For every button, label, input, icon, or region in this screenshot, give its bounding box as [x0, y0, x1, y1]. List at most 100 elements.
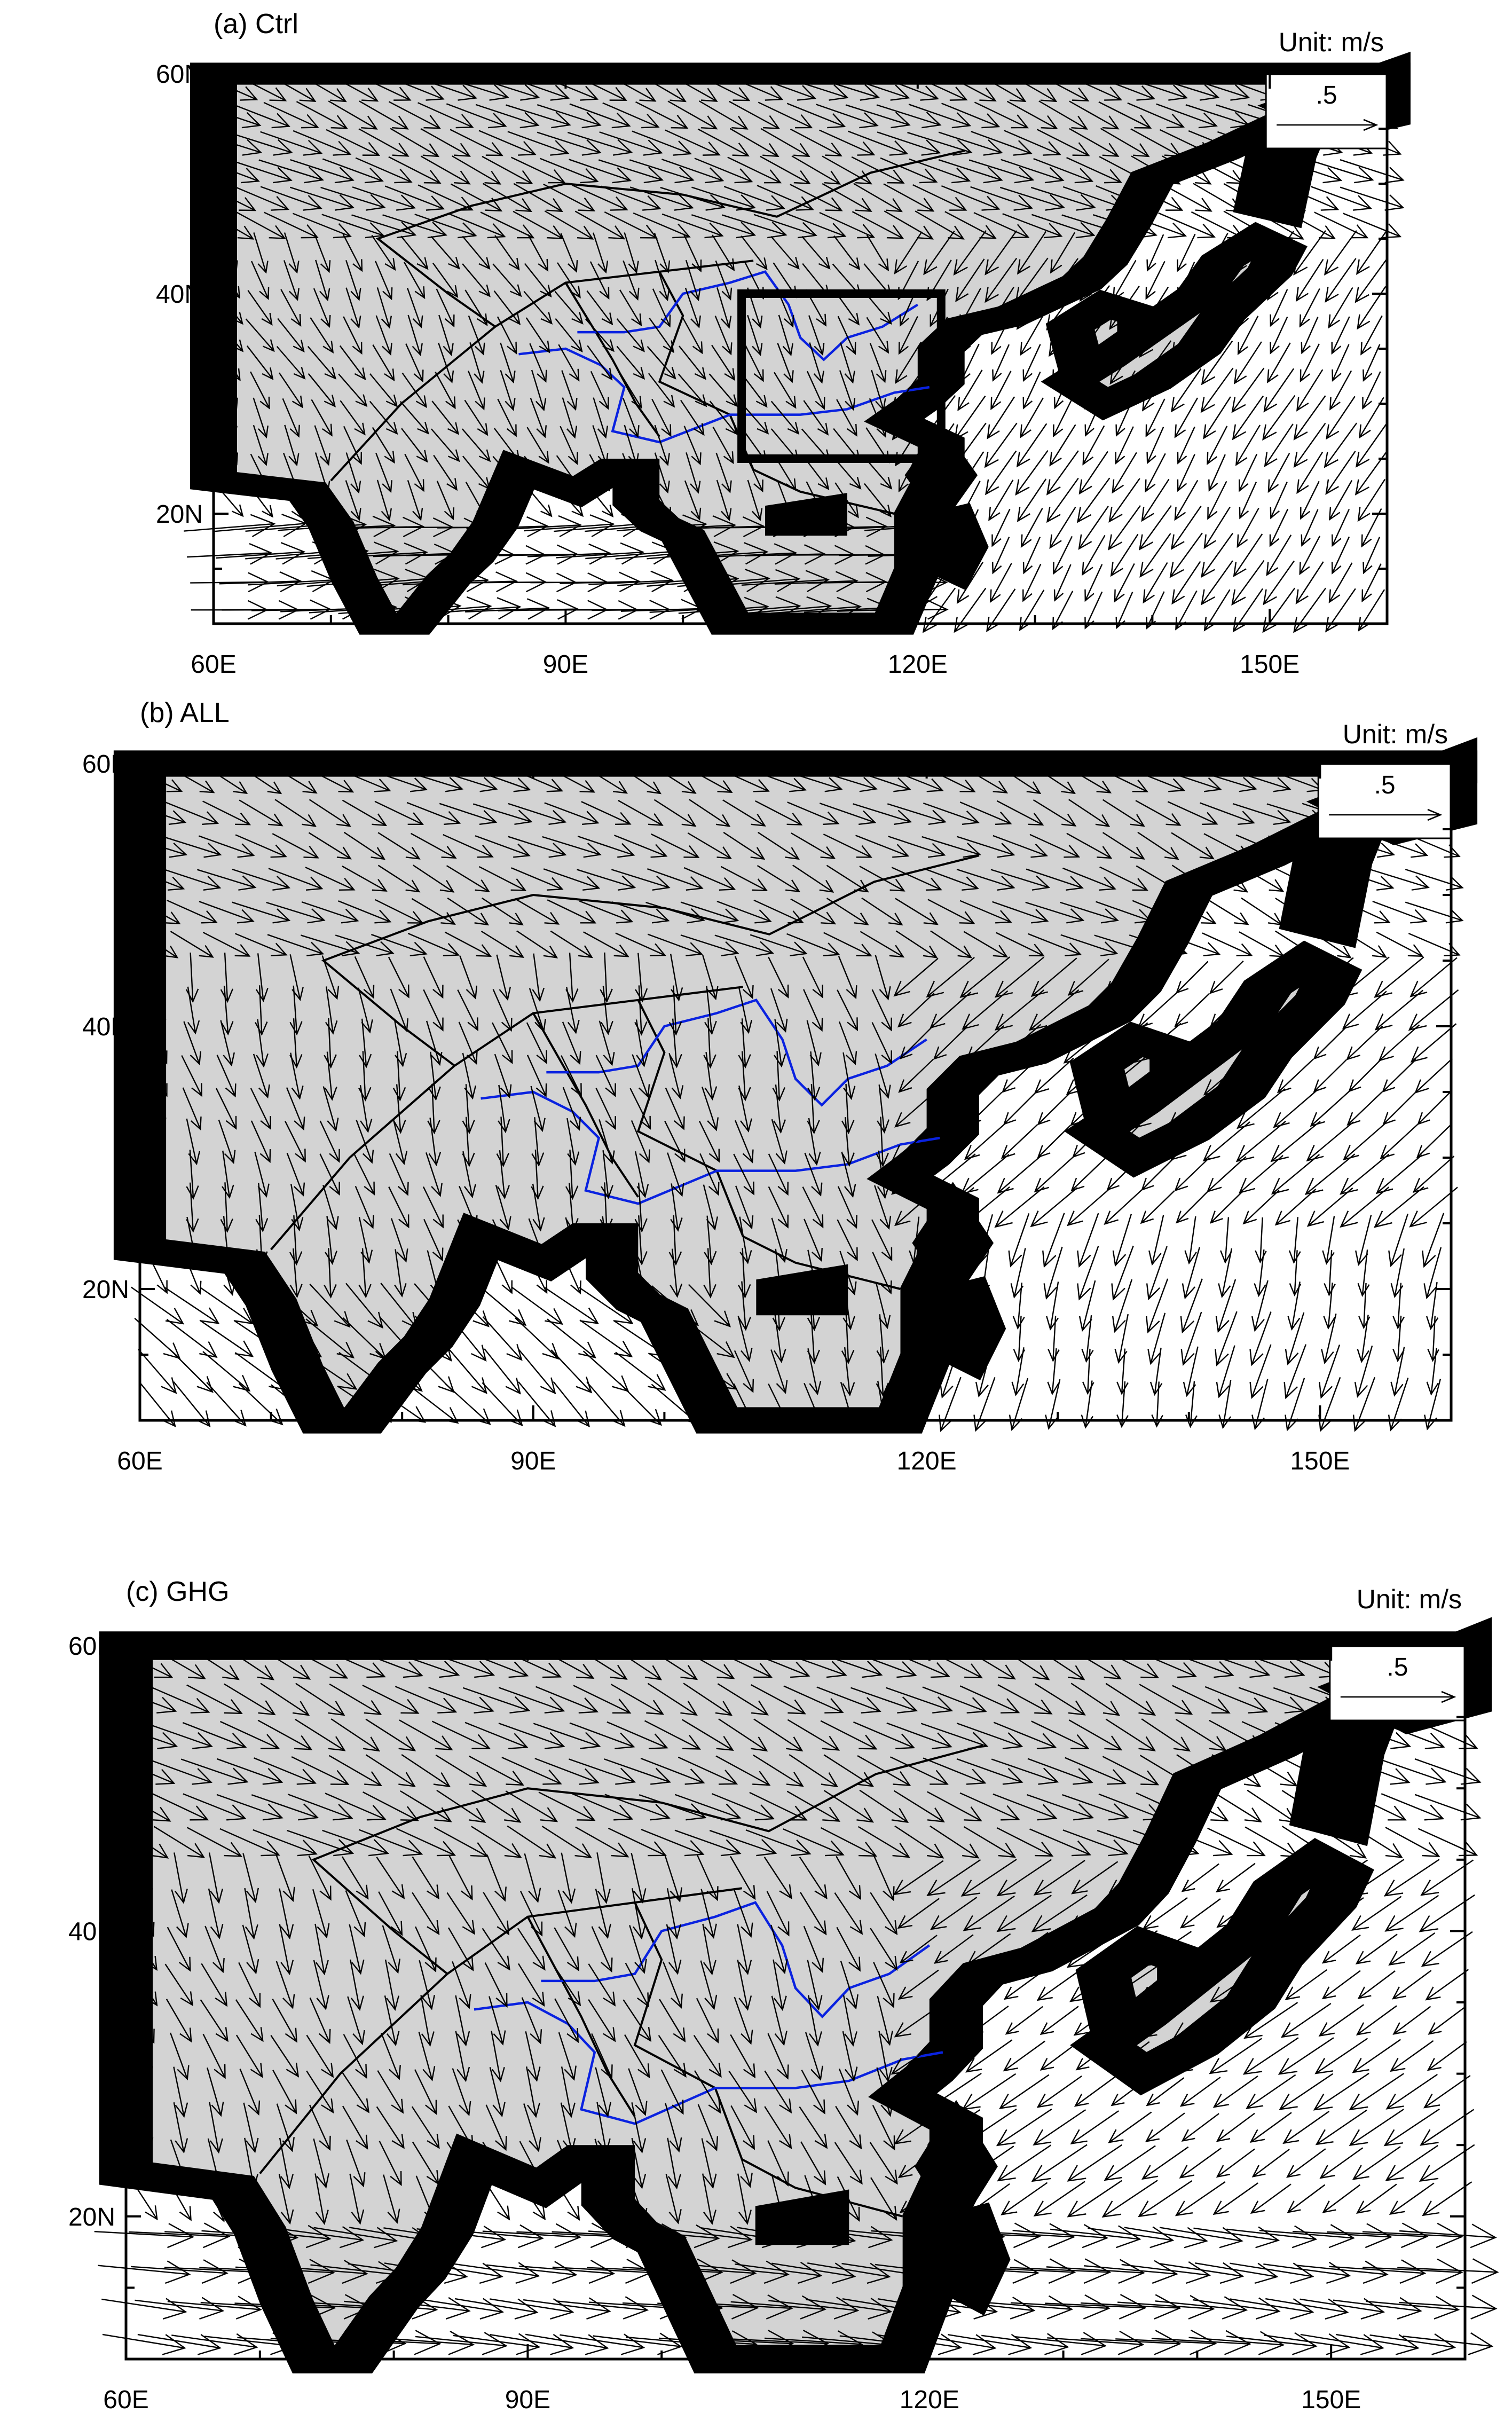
wind-arrow	[684, 480, 702, 521]
wind-arrow	[462, 263, 491, 297]
wind-arrow	[1177, 261, 1195, 300]
wind-arrow	[1138, 1123, 1177, 1159]
wind-arrow	[507, 1825, 557, 1859]
wind-arrow	[964, 1122, 1006, 1160]
wind-arrow	[1239, 289, 1257, 327]
wind-arrow	[412, 2141, 439, 2186]
wind-arrow	[471, 1789, 522, 1823]
wind-arrow	[1112, 1279, 1133, 1333]
wind-arrow	[1412, 1156, 1455, 1193]
wind-arrow	[520, 1891, 543, 1937]
wind-arrow	[337, 569, 431, 593]
wind-arrow	[806, 371, 825, 410]
wind-arrow	[255, 1183, 269, 1232]
wind-arrow	[415, 1926, 437, 1973]
wind-arrow	[1357, 478, 1386, 522]
wind-arrow	[381, 2297, 471, 2320]
panel-title: (a) Ctrl	[214, 9, 298, 40]
wind-arrow	[372, 427, 395, 464]
wind-arrow	[737, 1959, 752, 2011]
wind-arrow	[592, 425, 609, 466]
wind-arrow	[401, 1754, 451, 1788]
country-border	[565, 282, 659, 436]
wind-arrow	[338, 768, 391, 792]
wind-arrow	[1022, 536, 1041, 575]
wind-arrow	[399, 596, 492, 620]
wind-arrow	[342, 234, 363, 272]
wind-arrow	[1011, 1347, 1025, 1396]
wind-arrow	[718, 1718, 768, 1752]
wind-arrow	[220, 370, 238, 411]
wind-arrow	[1310, 930, 1352, 958]
wind-arrow	[784, 770, 843, 792]
wind-arrow	[771, 596, 862, 620]
wind-arrow	[136, 930, 179, 958]
wind-arrow	[204, 1925, 225, 1974]
wind-arrow	[971, 131, 1033, 156]
wind-arrow	[342, 1317, 387, 1360]
wind-arrow	[667, 100, 718, 130]
wind-arrow	[601, 1150, 613, 1199]
wind-arrow	[414, 2069, 437, 2115]
wind-arrow	[382, 214, 448, 239]
wind-arrow	[567, 131, 633, 156]
wind-arrow	[598, 1251, 616, 1296]
wind-arrow	[594, 2139, 612, 2189]
wind-arrow	[275, 541, 369, 565]
wind-arrow	[134, 898, 181, 924]
wind-arrow	[659, 1999, 686, 2043]
wind-arrow	[1068, 799, 1111, 827]
wind-arrow	[350, 1959, 364, 2011]
wind-arrow	[647, 868, 704, 891]
wind-arrow	[268, 868, 324, 891]
wind-arrow	[507, 131, 570, 156]
wind-arrow	[199, 901, 255, 924]
wind-arrow	[569, 103, 631, 129]
x-tick-label: 120E	[897, 1447, 957, 1475]
wind-arrow	[791, 155, 841, 185]
wind-arrow	[1125, 213, 1187, 239]
wind-arrow	[216, 542, 306, 565]
wind-arrow	[322, 1829, 389, 1857]
wind-arrow	[806, 481, 826, 520]
wind-arrow	[1231, 560, 1265, 606]
wind-arrow	[1348, 1059, 1381, 1092]
wind-arrow	[325, 1793, 387, 1821]
wind-arrow	[498, 1687, 565, 1714]
wind-arrow	[484, 1348, 521, 1395]
wind-arrow	[1022, 371, 1041, 410]
wind-arrow	[680, 901, 739, 924]
wind-arrow	[423, 1219, 444, 1262]
wind-arrow	[1004, 130, 1061, 156]
wind-arrow	[1022, 344, 1041, 382]
wind-arrow	[519, 2259, 616, 2284]
country-border	[324, 855, 979, 1066]
wind-arrow	[130, 2259, 229, 2284]
wind-arrow	[162, 836, 222, 858]
wind-arrow	[303, 1353, 358, 1390]
wind-arrow	[1020, 315, 1044, 356]
wind-arrow	[632, 130, 692, 156]
wind-arrow	[773, 1084, 786, 1134]
wind-arrow	[1340, 186, 1405, 211]
wind-arrow	[247, 483, 273, 518]
wind-arrow	[1183, 1346, 1199, 1397]
wind-arrow	[419, 1960, 435, 2010]
wind-arrow	[372, 344, 395, 382]
unit-label: Unit: m/s	[1357, 1584, 1462, 1614]
wind-arrow	[1201, 340, 1233, 386]
wind-arrow	[681, 1719, 734, 1751]
wind-arrow	[1067, 767, 1112, 793]
wind-arrow	[839, 370, 856, 411]
wind-arrow	[199, 1319, 254, 1357]
wind-arrow	[703, 1184, 718, 1231]
wind-arrow	[1270, 316, 1288, 355]
wind-arrow	[458, 1185, 478, 1229]
wind-arrow	[427, 1083, 440, 1135]
wind-arrow	[711, 1793, 775, 1821]
wind-arrow	[922, 836, 981, 858]
wind-arrow	[235, 2034, 263, 2078]
wind-arrow	[1275, 930, 1318, 958]
wind-arrow	[422, 1186, 444, 1229]
wind-arrow	[147, 1022, 168, 1065]
